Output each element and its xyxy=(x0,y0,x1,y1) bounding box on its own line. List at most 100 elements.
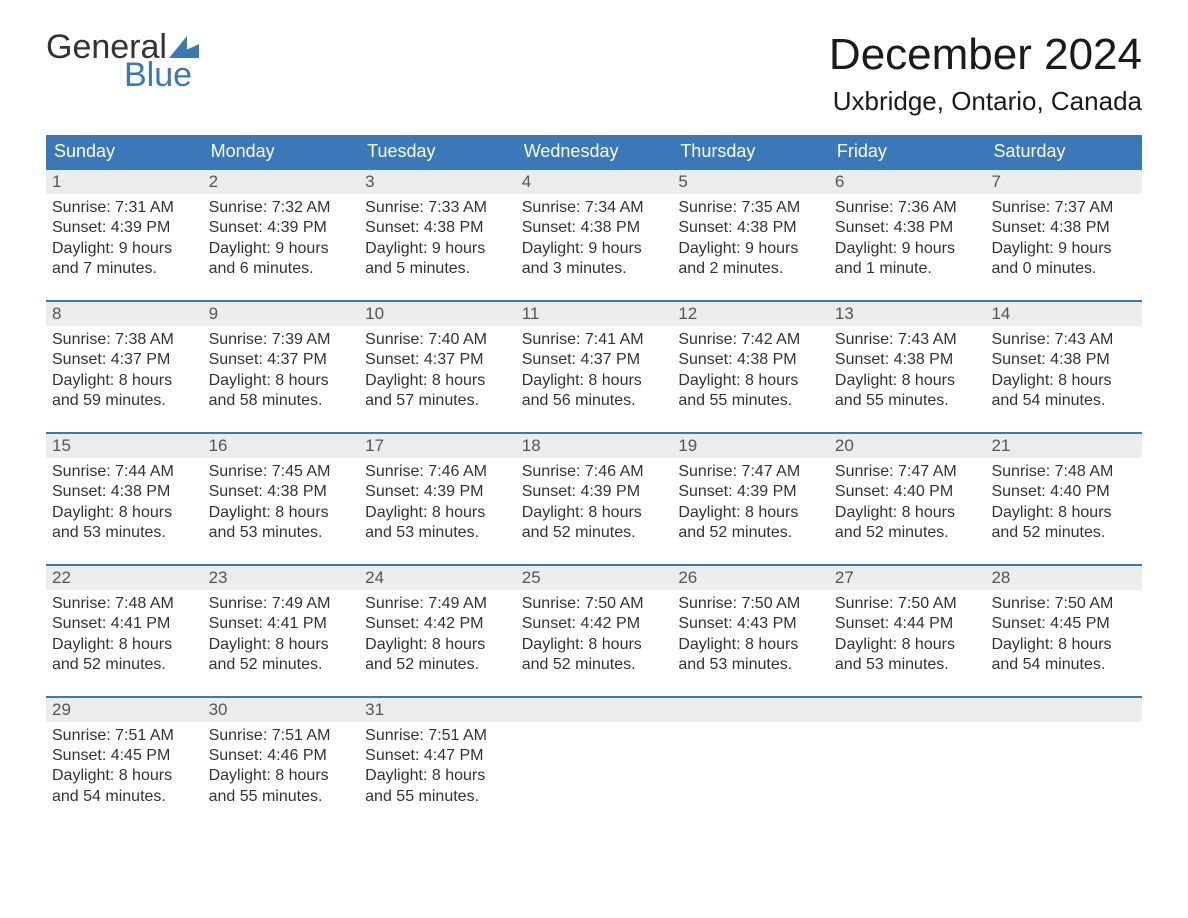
day-cell: 31Sunrise: 7:51 AMSunset: 4:47 PMDayligh… xyxy=(359,698,516,814)
daylight-text-1: Daylight: 9 hours xyxy=(52,239,197,259)
daylight-text-1: Daylight: 8 hours xyxy=(522,635,667,655)
day-cell: 18Sunrise: 7:46 AMSunset: 4:39 PMDayligh… xyxy=(516,434,673,550)
day-number: 28 xyxy=(985,566,1142,590)
day-number: 12 xyxy=(672,302,829,326)
title-block: December 2024 Uxbridge, Ontario, Canada xyxy=(829,30,1142,117)
daylight-text-1: Daylight: 8 hours xyxy=(835,371,980,391)
day-body: Sunrise: 7:46 AMSunset: 4:39 PMDaylight:… xyxy=(359,458,516,550)
day-body: Sunrise: 7:36 AMSunset: 4:38 PMDaylight:… xyxy=(829,194,986,286)
sunrise-text: Sunrise: 7:51 AM xyxy=(365,726,510,746)
daylight-text-2: and 7 minutes. xyxy=(52,259,197,279)
day-cell: 29Sunrise: 7:51 AMSunset: 4:45 PMDayligh… xyxy=(46,698,203,814)
sunset-text: Sunset: 4:42 PM xyxy=(522,614,667,634)
sunset-text: Sunset: 4:45 PM xyxy=(991,614,1136,634)
daylight-text-2: and 0 minutes. xyxy=(991,259,1136,279)
weekday-header: Monday xyxy=(203,135,360,168)
day-cell: 13Sunrise: 7:43 AMSunset: 4:38 PMDayligh… xyxy=(829,302,986,418)
sunset-text: Sunset: 4:37 PM xyxy=(365,350,510,370)
daylight-text-1: Daylight: 8 hours xyxy=(991,503,1136,523)
daylight-text-2: and 52 minutes. xyxy=(209,655,354,675)
sunrise-text: Sunrise: 7:41 AM xyxy=(522,330,667,350)
sunset-text: Sunset: 4:46 PM xyxy=(209,746,354,766)
day-number xyxy=(516,698,673,722)
sunrise-text: Sunrise: 7:47 AM xyxy=(835,462,980,482)
sunrise-text: Sunrise: 7:32 AM xyxy=(209,198,354,218)
sunset-text: Sunset: 4:43 PM xyxy=(678,614,823,634)
daylight-text-1: Daylight: 8 hours xyxy=(52,635,197,655)
day-cell: 24Sunrise: 7:49 AMSunset: 4:42 PMDayligh… xyxy=(359,566,516,682)
day-number: 10 xyxy=(359,302,516,326)
day-body xyxy=(985,722,1142,802)
calendar: SundayMondayTuesdayWednesdayThursdayFrid… xyxy=(46,135,1142,813)
daylight-text-1: Daylight: 8 hours xyxy=(991,371,1136,391)
daylight-text-2: and 6 minutes. xyxy=(209,259,354,279)
daylight-text-1: Daylight: 9 hours xyxy=(678,239,823,259)
sunset-text: Sunset: 4:47 PM xyxy=(365,746,510,766)
daylight-text-2: and 2 minutes. xyxy=(678,259,823,279)
sunset-text: Sunset: 4:38 PM xyxy=(991,218,1136,238)
day-number: 14 xyxy=(985,302,1142,326)
day-number: 26 xyxy=(672,566,829,590)
sunrise-text: Sunrise: 7:34 AM xyxy=(522,198,667,218)
sunset-text: Sunset: 4:38 PM xyxy=(835,350,980,370)
sunrise-text: Sunrise: 7:31 AM xyxy=(52,198,197,218)
daylight-text-1: Daylight: 9 hours xyxy=(991,239,1136,259)
daylight-text-1: Daylight: 8 hours xyxy=(209,635,354,655)
daylight-text-1: Daylight: 8 hours xyxy=(52,371,197,391)
daylight-text-2: and 52 minutes. xyxy=(365,655,510,675)
daylight-text-2: and 1 minute. xyxy=(835,259,980,279)
day-body: Sunrise: 7:43 AMSunset: 4:38 PMDaylight:… xyxy=(829,326,986,418)
sunset-text: Sunset: 4:41 PM xyxy=(52,614,197,634)
day-cell: 14Sunrise: 7:43 AMSunset: 4:38 PMDayligh… xyxy=(985,302,1142,418)
day-cell: 1Sunrise: 7:31 AMSunset: 4:39 PMDaylight… xyxy=(46,170,203,286)
sunrise-text: Sunrise: 7:48 AM xyxy=(991,462,1136,482)
daylight-text-2: and 55 minutes. xyxy=(835,391,980,411)
logo: General Blue xyxy=(46,30,199,92)
daylight-text-1: Daylight: 8 hours xyxy=(522,371,667,391)
day-body: Sunrise: 7:31 AMSunset: 4:39 PMDaylight:… xyxy=(46,194,203,286)
daylight-text-2: and 55 minutes. xyxy=(209,787,354,807)
day-number: 4 xyxy=(516,170,673,194)
daylight-text-1: Daylight: 8 hours xyxy=(991,635,1136,655)
day-cell: 12Sunrise: 7:42 AMSunset: 4:38 PMDayligh… xyxy=(672,302,829,418)
day-body: Sunrise: 7:41 AMSunset: 4:37 PMDaylight:… xyxy=(516,326,673,418)
daylight-text-2: and 54 minutes. xyxy=(52,787,197,807)
day-number xyxy=(985,698,1142,722)
daylight-text-2: and 53 minutes. xyxy=(678,655,823,675)
day-cell: 17Sunrise: 7:46 AMSunset: 4:39 PMDayligh… xyxy=(359,434,516,550)
day-number: 25 xyxy=(516,566,673,590)
daylight-text-2: and 52 minutes. xyxy=(835,523,980,543)
day-cell: 11Sunrise: 7:41 AMSunset: 4:37 PMDayligh… xyxy=(516,302,673,418)
sunset-text: Sunset: 4:40 PM xyxy=(835,482,980,502)
day-number: 24 xyxy=(359,566,516,590)
sunset-text: Sunset: 4:38 PM xyxy=(678,218,823,238)
day-number: 20 xyxy=(829,434,986,458)
day-cell: 26Sunrise: 7:50 AMSunset: 4:43 PMDayligh… xyxy=(672,566,829,682)
daylight-text-1: Daylight: 9 hours xyxy=(365,239,510,259)
daylight-text-1: Daylight: 8 hours xyxy=(678,371,823,391)
sunrise-text: Sunrise: 7:42 AM xyxy=(678,330,823,350)
month-title: December 2024 xyxy=(829,30,1142,80)
daylight-text-1: Daylight: 8 hours xyxy=(52,503,197,523)
day-body: Sunrise: 7:50 AMSunset: 4:43 PMDaylight:… xyxy=(672,590,829,682)
daylight-text-1: Daylight: 8 hours xyxy=(365,635,510,655)
day-cell: 21Sunrise: 7:48 AMSunset: 4:40 PMDayligh… xyxy=(985,434,1142,550)
day-body: Sunrise: 7:49 AMSunset: 4:41 PMDaylight:… xyxy=(203,590,360,682)
sunrise-text: Sunrise: 7:51 AM xyxy=(52,726,197,746)
day-number: 18 xyxy=(516,434,673,458)
day-number: 29 xyxy=(46,698,203,722)
sunrise-text: Sunrise: 7:40 AM xyxy=(365,330,510,350)
day-body: Sunrise: 7:40 AMSunset: 4:37 PMDaylight:… xyxy=(359,326,516,418)
day-cell: 9Sunrise: 7:39 AMSunset: 4:37 PMDaylight… xyxy=(203,302,360,418)
daylight-text-1: Daylight: 9 hours xyxy=(209,239,354,259)
sunrise-text: Sunrise: 7:50 AM xyxy=(522,594,667,614)
sunrise-text: Sunrise: 7:39 AM xyxy=(209,330,354,350)
day-number: 22 xyxy=(46,566,203,590)
daylight-text-1: Daylight: 8 hours xyxy=(678,503,823,523)
day-cell: 25 Sunrise: 7:50 AMSunset: 4:42 PMDayligh… xyxy=(516,566,673,682)
sunrise-text: Sunrise: 7:50 AM xyxy=(991,594,1136,614)
weekday-header: Wednesday xyxy=(516,135,673,168)
day-number xyxy=(829,698,986,722)
day-cell: 20Sunrise: 7:47 AMSunset: 4:40 PMDayligh… xyxy=(829,434,986,550)
week-row: 1Sunrise: 7:31 AMSunset: 4:39 PMDaylight… xyxy=(46,168,1142,286)
